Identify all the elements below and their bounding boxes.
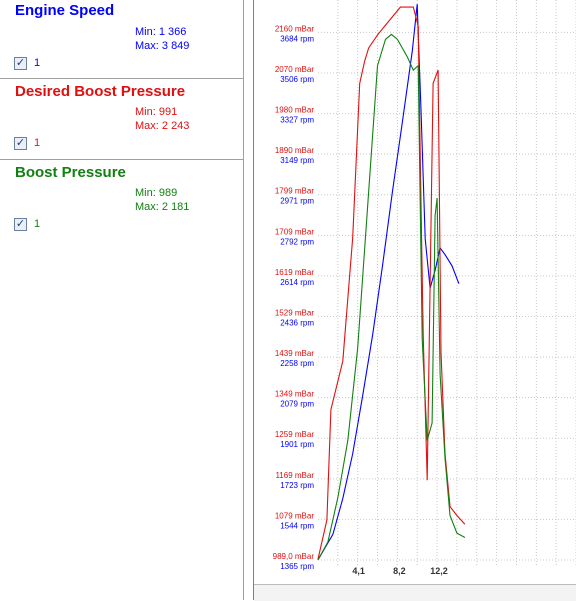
legend-max: Max: 3 849	[135, 40, 190, 52]
y-tick-label-pressure: 1259 mBar	[275, 430, 314, 439]
y-tick-label-rpm: 2614 rpm	[280, 278, 314, 287]
series-visibility-checkbox[interactable]: ✓	[14, 137, 27, 150]
y-tick-label-pressure: 989,0 mBar	[273, 552, 315, 561]
y-tick-label-rpm: 2436 rpm	[280, 318, 314, 327]
legend-min: Min: 1 366	[135, 26, 187, 38]
legend-min: Min: 991	[135, 106, 178, 118]
y-tick-label-pressure: 1079 mBar	[275, 511, 314, 520]
y-tick-label-pressure: 1349 mBar	[275, 390, 314, 399]
y-tick-label-pressure: 1890 mBar	[275, 146, 314, 155]
y-tick-label-rpm: 1544 rpm	[280, 521, 314, 530]
x-tick-label: 4,1	[352, 566, 365, 576]
y-tick-label-rpm: 3684 rpm	[280, 34, 314, 43]
series-visibility-checkbox[interactable]: ✓	[14, 57, 27, 70]
y-tick-label-rpm: 3149 rpm	[280, 156, 314, 165]
checkbox-label: 1	[34, 137, 41, 149]
y-tick-label-rpm: 2258 rpm	[280, 359, 314, 368]
legend-title: Engine Speed	[15, 2, 115, 19]
y-tick-label-pressure: 2160 mBar	[275, 24, 314, 33]
y-tick-label-rpm: 2079 rpm	[280, 400, 314, 409]
y-tick-label-pressure: 1619 mBar	[275, 268, 314, 277]
y-tick-label-pressure: 1169 mBar	[275, 471, 314, 480]
y-tick-label-rpm: 1901 rpm	[280, 440, 314, 449]
y-tick-label-pressure: 1529 mBar	[275, 308, 314, 317]
y-tick-label-pressure: 1709 mBar	[275, 227, 314, 236]
chart-frame	[253, 0, 576, 600]
y-tick-label-rpm: 3506 rpm	[280, 75, 314, 84]
legend-min: Min: 989	[135, 187, 178, 199]
chart-panel[interactable]: 989,0 mBar 1365 rpm 1079 mBar 1544 rpm 1169 …	[244, 0, 576, 601]
y-tick-label-pressure: 1980 mBar	[275, 106, 314, 115]
legend-title: Desired Boost Pressure	[15, 83, 186, 100]
series-line-desired-boost-pressure	[317, 6, 466, 560]
series-visibility-checkbox[interactable]: ✓	[14, 218, 27, 231]
legend-title: Boost Pressure	[15, 164, 126, 181]
x-tick-label: 8,2	[393, 566, 406, 576]
y-tick-label-rpm: 1723 rpm	[280, 481, 314, 490]
legend-panel: Engine Speed Min: 1 366 Max: 3 849 ✓ 1 D…	[0, 0, 244, 600]
y-tick-label-pressure: 2070 mBar	[275, 65, 314, 74]
legend-max: Max: 2 243	[135, 120, 190, 132]
chart-scrollbar[interactable]	[254, 584, 576, 601]
series-line-boost-pressure	[317, 33, 466, 561]
y-tick-label-rpm: 1365 rpm	[280, 562, 314, 571]
x-tick-label: 12,2	[430, 566, 448, 576]
legend-item-engine-speed: Engine Speed Min: 1 366 Max: 3 849 ✓ 1	[0, 0, 243, 79]
legend-item-desired-boost-pressure: Desired Boost Pressure Min: 991 Max: 2 2…	[0, 78, 243, 160]
checkbox-label: 1	[34, 57, 41, 69]
y-tick-label-pressure: 1799 mBar	[275, 187, 314, 196]
y-tick-label-rpm: 2971 rpm	[280, 197, 314, 206]
checkbox-label: 1	[34, 218, 41, 230]
y-tick-label-pressure: 1439 mBar	[275, 349, 314, 358]
legend-max: Max: 2 181	[135, 201, 190, 213]
legend-item-boost-pressure: Boost Pressure Min: 989 Max: 2 181 ✓ 1	[0, 159, 243, 239]
y-tick-label-rpm: 2792 rpm	[280, 237, 314, 246]
y-tick-label-rpm: 3327 rpm	[280, 116, 314, 125]
